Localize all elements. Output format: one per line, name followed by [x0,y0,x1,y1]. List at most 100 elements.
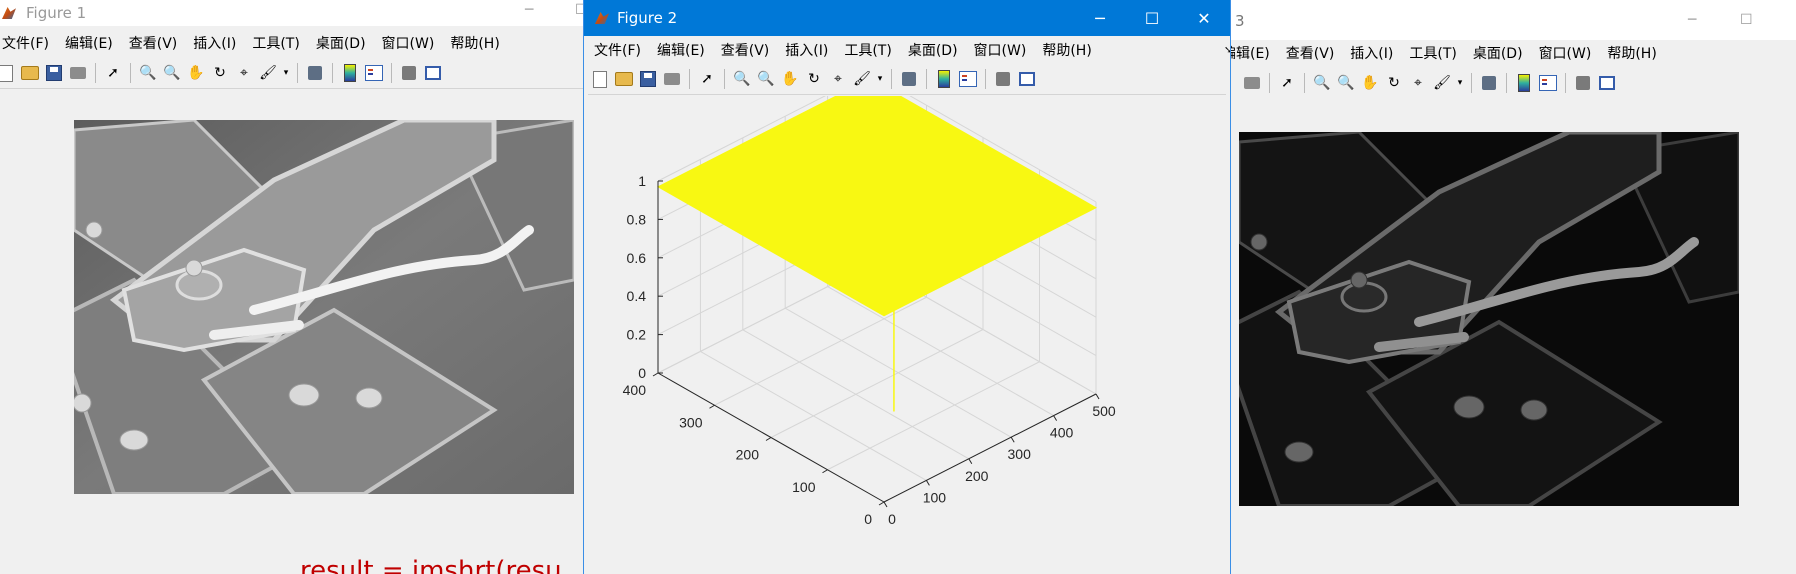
zoom-in-icon[interactable]: 🔍 [733,71,751,87]
rotate-3d-icon[interactable]: ↻ [1388,75,1400,91]
menu-edit[interactable]: 编辑(E) [1228,46,1270,62]
edit-plot-icon[interactable]: ➚ [1281,75,1293,91]
x-tick-label: 200 [965,468,989,484]
print-icon[interactable] [662,69,682,89]
data-cursor-icon[interactable]: ⌖ [1414,75,1422,91]
zoom-out-icon[interactable]: 🔍 [163,65,181,81]
menu-edit[interactable]: 编辑(E) [656,43,705,59]
rotate-3d-icon[interactable]: ↻ [214,65,226,81]
zoom-out-icon[interactable]: 🔍 [1337,75,1355,91]
print-icon[interactable] [1242,73,1262,93]
open-file-icon[interactable] [20,63,40,83]
minimize-icon[interactable]: ─ [1095,8,1105,28]
link-plot-icon[interactable] [1479,73,1499,93]
close-icon[interactable]: ✕ [1197,8,1211,28]
pan-icon[interactable]: ✋ [1361,75,1379,91]
print-icon[interactable] [68,63,88,83]
legend-icon[interactable] [1538,73,1558,93]
menu-insert[interactable]: 插入(I) [193,36,237,52]
y-tick [652,372,659,377]
minimize-icon[interactable]: ─ [1688,12,1697,28]
colorbar-icon[interactable] [934,69,954,89]
figure2-titlebar[interactable]: Figure 2 ─ ☐ ✕ [584,0,1230,36]
brush-icon[interactable]: 🖌 [1433,75,1451,91]
menu-window[interactable]: 窗口(W) [381,36,435,52]
new-figure-icon[interactable] [590,69,610,89]
save-icon[interactable] [638,69,658,89]
toolbar-separator [1565,73,1566,93]
rotate-3d-icon[interactable]: ↻ [808,71,820,87]
legend-icon[interactable] [958,69,978,89]
sidewall-gridline-z [909,96,1097,203]
menu-view[interactable]: 查看(V) [1285,46,1335,62]
hide-plot-tools-icon[interactable] [399,63,419,83]
toolbar-separator [891,69,892,89]
menu-desktop[interactable]: 桌面(D) [907,43,958,59]
chevron-down-icon[interactable]: ▾ [877,74,883,84]
toolbar-separator [689,69,690,89]
menu-view[interactable]: 查看(V) [720,43,770,59]
show-plot-tools-icon[interactable] [1017,69,1037,89]
figure1-title: Figure 1 [26,4,87,22]
edit-plot-icon[interactable]: ➚ [701,71,713,87]
menu-view[interactable]: 查看(V) [128,36,178,52]
open-file-icon[interactable] [614,69,634,89]
maximize-icon[interactable]: ☐ [1740,12,1753,28]
link-plot-icon[interactable] [899,69,919,89]
menu-help[interactable]: 帮助(H) [1607,46,1657,62]
sem-image-processed [1239,132,1739,506]
menu-help[interactable]: 帮助(H) [450,36,500,52]
minimize-icon[interactable]: ─ [525,2,534,18]
toolbar-separator [130,63,131,83]
pan-icon[interactable]: ✋ [187,65,205,81]
menu-window[interactable]: 窗口(W) [1538,46,1592,62]
brush-icon[interactable]: 🖌 [259,65,277,81]
show-plot-tools-icon[interactable] [423,63,443,83]
menu-insert[interactable]: 插入(I) [785,43,829,59]
show-plot-tools-icon[interactable] [1597,73,1617,93]
link-plot-icon[interactable] [305,63,325,83]
toolbar-separator [1269,73,1270,93]
menu-file[interactable]: 文件(F) [594,43,641,59]
menu-help[interactable]: 帮助(H) [1042,43,1092,59]
legend-icon[interactable] [364,63,384,83]
data-cursor-icon[interactable]: ⌖ [240,65,248,81]
brush-icon[interactable]: 🖌 [853,71,871,87]
colorbar-icon[interactable] [340,63,360,83]
menu-edit[interactable]: 编辑(E) [64,36,113,52]
y-tick-label: 0 [864,511,872,527]
zoom-in-icon[interactable]: 🔍 [1313,75,1331,91]
menu-tools[interactable]: 工具(T) [844,43,892,59]
chevron-down-icon[interactable]: ▾ [1457,78,1463,88]
figure3-titlebar[interactable]: 3 ─ ☐ [1228,0,1796,40]
sem-image-original [74,120,574,494]
menu-insert[interactable]: 插入(I) [1350,46,1394,62]
colorbar-icon[interactable] [1514,73,1534,93]
zoom-in-icon[interactable]: 🔍 [139,65,157,81]
menu-file[interactable]: 文件(F) [2,36,49,52]
edit-plot-icon[interactable]: ➚ [107,65,119,81]
save-icon[interactable] [44,63,64,83]
figure3-title-fragment: 3 [1235,12,1245,30]
dock-arrow-icon[interactable]: ➘ [1216,45,1230,56]
figure1-titlebar[interactable]: Figure 1 ─ ☐ [0,0,590,26]
menu-window[interactable]: 窗口(W) [973,43,1027,59]
menu-tools[interactable]: 工具(T) [1409,46,1457,62]
hide-plot-tools-icon[interactable] [993,69,1013,89]
zoom-out-icon[interactable]: 🔍 [757,71,775,87]
new-figure-icon[interactable] [0,63,16,83]
z-tick-label: 0.6 [627,250,647,266]
surface-plot[interactable]: 0100200300400500010020030040000.20.40.60… [584,96,1230,574]
figure3-window: 3 ─ ☐ 编辑(E) 查看(V) 插入(I) 工具(T) 桌面(D) 窗口(W… [1228,0,1796,574]
menu-tools[interactable]: 工具(T) [252,36,300,52]
z-tick-label: 1 [638,173,646,189]
maximize-icon[interactable]: ☐ [1144,8,1160,28]
chevron-down-icon[interactable]: ▾ [283,68,289,78]
menu-desktop[interactable]: 桌面(D) [315,36,366,52]
hide-plot-tools-icon[interactable] [1573,73,1593,93]
pan-icon[interactable]: ✋ [781,71,799,87]
menu-desktop[interactable]: 桌面(D) [1472,46,1523,62]
z-tick-label: 0.4 [627,288,647,304]
data-cursor-icon[interactable]: ⌖ [834,71,842,87]
surface-plane [656,96,1098,317]
